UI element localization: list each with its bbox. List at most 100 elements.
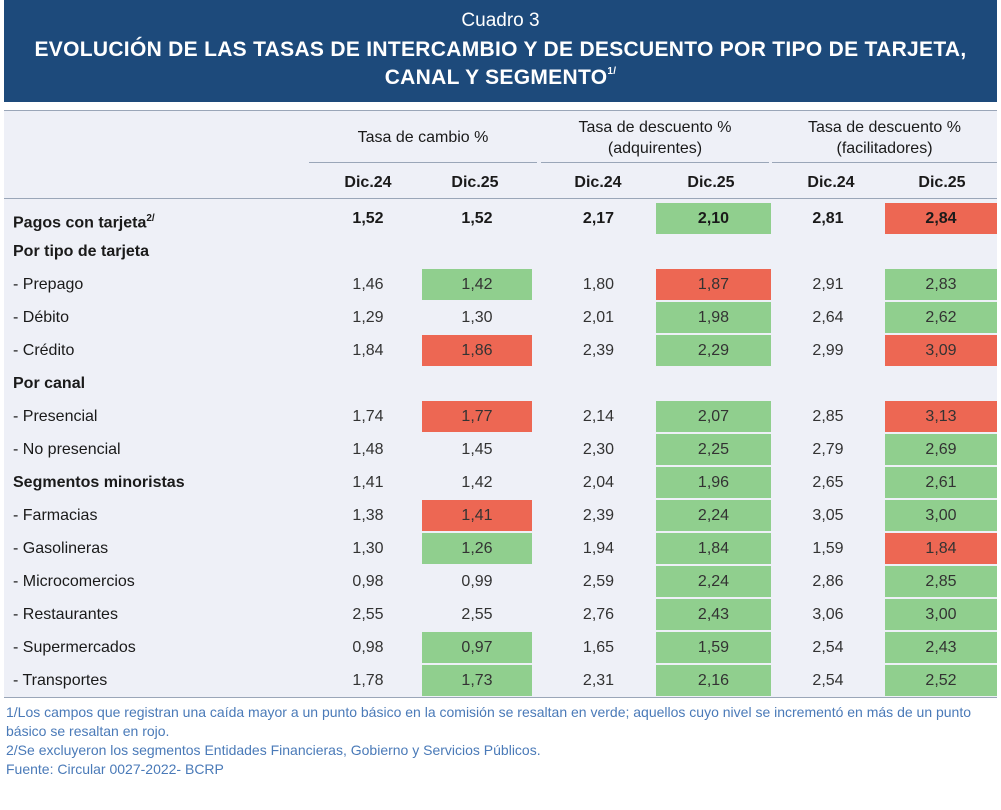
table-cell: 1,96 (656, 467, 771, 498)
row-label-text: - Presencial (13, 408, 98, 425)
group-header-descuento-facilitadores: Tasa de descuento % (facilitadores) (772, 117, 997, 159)
row-label: - Microcomercios (13, 565, 135, 598)
table-cell: 1,45 (461, 441, 493, 458)
table-cell: 2,55 (352, 606, 384, 623)
table-cell: 2,43 (885, 632, 997, 663)
table-cell: 2,83 (885, 269, 997, 300)
row-label: - Transportes (13, 664, 107, 697)
row-label-text: Por tipo de tarjeta (13, 243, 150, 260)
table-cell: 1,42 (461, 474, 493, 491)
table-cell: 1,74 (352, 408, 384, 425)
table-cell: 2,04 (582, 474, 615, 491)
table-row-section: Segmentos minoristas 1,41 1,42 2,04 1,96 2,65… (4, 466, 997, 499)
table-bottom-rule (4, 697, 997, 698)
table-cell: 1,48 (352, 441, 384, 458)
table-cell: 2,61 (885, 467, 997, 498)
table-cell: 2,79 (812, 441, 844, 458)
table-cell: 1,41 (422, 500, 532, 531)
table-row: - Presencial 1,74 1,77 2,14 2,07 2,85 3,13 (4, 400, 997, 433)
row-label-text: Por canal (13, 375, 86, 392)
row-label: Segmentos minoristas (13, 466, 185, 499)
table-cell: 1,26 (422, 533, 532, 564)
row-footnote-ref: 2/ (146, 213, 155, 224)
table-cell: 3,06 (812, 606, 844, 623)
table-cell: 0,97 (422, 632, 532, 663)
row-label-text: Pagos con tarjeta (13, 214, 147, 232)
table-row: - Supermercados 0,98 0,97 1,65 1,59 2,54 2,43 (4, 631, 997, 664)
table-cell: 1,84 (656, 533, 771, 564)
table-cell: 2,14 (582, 408, 615, 425)
table-cell: 3,05 (812, 507, 844, 524)
table-cell: 2,31 (582, 672, 615, 689)
table-row: - Restaurantes 2,55 2,55 2,76 2,43 3,06 3,00 (4, 598, 997, 631)
row-label: - Presencial (13, 400, 97, 433)
group-header-tasa-cambio: Tasa de cambio % (337, 127, 509, 148)
table-row: - Gasolineras 1,30 1,26 1,94 1,84 1,59 1,84 (4, 532, 997, 565)
table-row-section: Por tipo de tarjeta (4, 235, 997, 268)
header-rule (4, 198, 997, 199)
group-header-line1: Tasa de descuento % (808, 119, 961, 136)
table-cell: 2,10 (656, 203, 771, 234)
row-label-text: - Débito (13, 309, 70, 326)
footnotes: 1/Los campos que registran una caída may… (6, 703, 996, 779)
footnote-2: 2/Se excluyeron los segmentos Entidades … (6, 742, 541, 758)
table-cell: 2,65 (812, 474, 844, 491)
table-cell: 1,80 (582, 276, 615, 293)
row-label-text: - Crédito (13, 342, 75, 359)
row-label-text: - Transportes (13, 672, 108, 689)
footnote-1: 1/Los campos que registran una caída may… (6, 704, 972, 739)
group-underline (541, 162, 769, 163)
table-cell: 2,64 (812, 309, 844, 326)
table-cell: 2,81 (812, 210, 844, 227)
table-cell: 1,59 (812, 540, 844, 557)
column-header: Dic.25 (451, 174, 499, 191)
table-cell: 1,59 (656, 632, 771, 663)
table-cell: 2,76 (582, 606, 615, 623)
table-cell: 1,87 (656, 269, 771, 300)
row-label: Por tipo de tarjeta (13, 235, 149, 268)
row-label: - Gasolineras (13, 532, 108, 565)
group-header-line1: Tasa de descuento % (578, 119, 732, 136)
table-cell: 2,99 (812, 342, 844, 359)
row-label: Por canal (13, 367, 85, 400)
table-cell: 0,98 (352, 573, 384, 590)
table-cell: 2,59 (582, 573, 615, 590)
table-row: - No presencial 1,48 1,45 2,30 2,25 2,79 2,69 (4, 433, 997, 466)
table-cell: 2,17 (582, 210, 615, 227)
row-label-text: - Prepago (13, 276, 84, 293)
row-label: - Supermercados (13, 631, 136, 664)
table-cell: 2,25 (656, 434, 771, 465)
row-label: - Restaurantes (13, 598, 118, 631)
table-cell: 2,55 (461, 606, 493, 623)
table-cell: 1,41 (352, 474, 384, 491)
table-row: - Débito 1,29 1,30 2,01 1,98 2,64 2,62 (4, 301, 997, 334)
table-cell: 3,00 (885, 599, 997, 630)
table-cell: 1,65 (582, 639, 615, 656)
table-cell: 2,24 (656, 500, 771, 531)
table-top-rule (4, 110, 997, 111)
group-header-descuento-adquirentes: Tasa de descuento % (adquirentes) (541, 117, 769, 159)
table-cell: 1,30 (461, 309, 493, 326)
table-cell: 2,52 (885, 665, 997, 696)
row-label-text: - No presencial (13, 441, 121, 458)
table-row: - Microcomercios 0,98 0,99 2,59 2,24 2,86 2,85 (4, 565, 997, 598)
table-cell: 2,16 (656, 665, 771, 696)
column-header: Dic.24 (574, 174, 622, 191)
table-cell: 1,52 (461, 210, 493, 227)
table-cell: 0,98 (352, 639, 384, 656)
row-label: - Débito (13, 301, 69, 334)
table-cell: 2,54 (812, 672, 844, 689)
table-row: - Farmacias 1,38 1,41 2,39 2,24 3,05 3,00 (4, 499, 997, 532)
table-row: - Prepago 1,46 1,42 1,80 1,87 2,91 2,83 (4, 268, 997, 301)
table-cell: 1,84 (352, 342, 384, 359)
table-cell: 2,39 (582, 507, 615, 524)
row-label: - No presencial (13, 433, 121, 466)
table-cell: 1,77 (422, 401, 532, 432)
row-label-text: - Microcomercios (13, 573, 135, 590)
table-cell: 2,91 (812, 276, 844, 293)
group-underline (772, 162, 997, 163)
table-row: - Transportes 1,78 1,73 2,31 2,16 2,54 2,52 (4, 664, 997, 697)
table-cell: 2,24 (656, 566, 771, 597)
source-note: Fuente: Circular 0027-2022- BCRP (6, 761, 224, 777)
group-header-line1: Tasa de cambio % (357, 129, 489, 146)
